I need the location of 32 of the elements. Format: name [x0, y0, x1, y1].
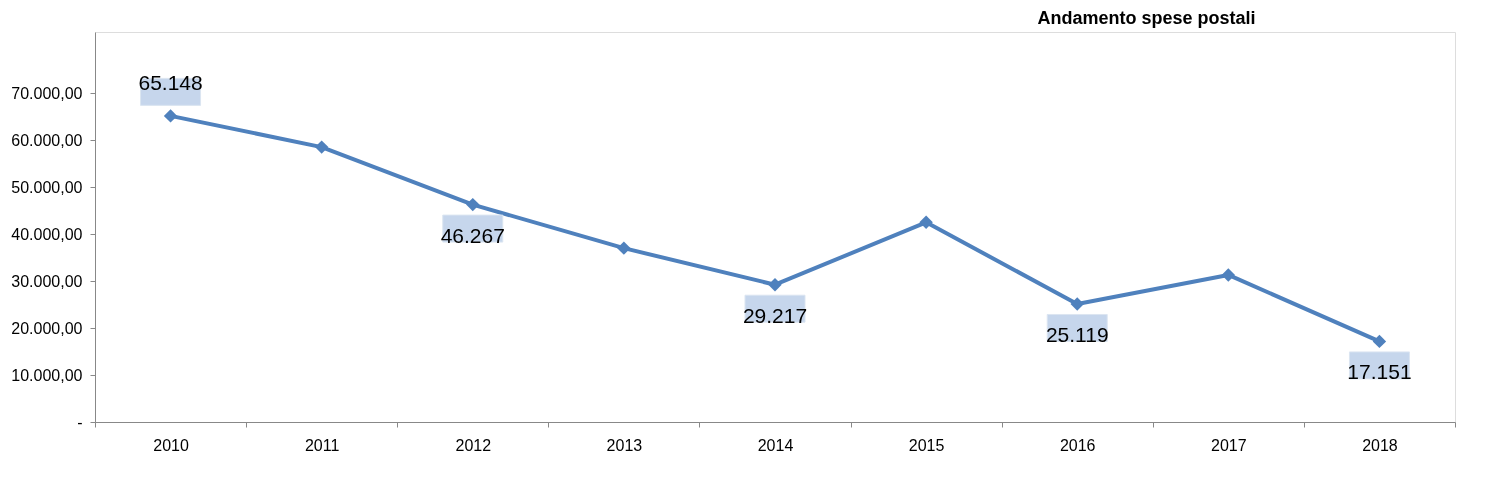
y-tick-label: 60.000,00 [11, 131, 83, 149]
y-tick-label: 30.000,00 [11, 272, 83, 290]
point [1372, 334, 1387, 349]
chart-title: Andamento spese postali [1037, 8, 1256, 28]
x-tick-label: 2018 [1362, 436, 1398, 454]
x-tick-label: 2012 [455, 436, 492, 454]
data-label: 65.148 [138, 70, 203, 94]
point [1070, 297, 1084, 311]
point [1221, 268, 1236, 282]
y-tick-label: 50.000,00 [11, 178, 83, 196]
x-tick-label: 2016 [1059, 436, 1096, 454]
y-tick-label: 10.000,00 [11, 366, 83, 384]
data-label: 17.151 [1347, 360, 1412, 384]
point [919, 215, 933, 230]
y-tick-label: 20.000,00 [11, 319, 83, 337]
point [768, 278, 782, 292]
x-tick-label: 2013 [606, 436, 643, 454]
y-tick-label: 70.000,00 [11, 84, 83, 102]
x-tick-label: 2010 [153, 436, 189, 454]
x-tick-label: 2015 [908, 436, 945, 454]
point [163, 109, 178, 123]
x-tick-label: 2014 [757, 436, 794, 454]
data-label: 25.119 [1045, 322, 1109, 346]
x-tick-label: 2011 [304, 436, 340, 454]
y-tick-label: 40.000,00 [11, 225, 83, 243]
x-tick-label: 2017 [1211, 436, 1247, 454]
point [466, 197, 480, 212]
data-label: 46.267 [440, 223, 505, 247]
data-label: 29.217 [742, 303, 808, 327]
point [314, 140, 329, 154]
y-tick-label: - [77, 413, 83, 431]
point [617, 241, 631, 255]
